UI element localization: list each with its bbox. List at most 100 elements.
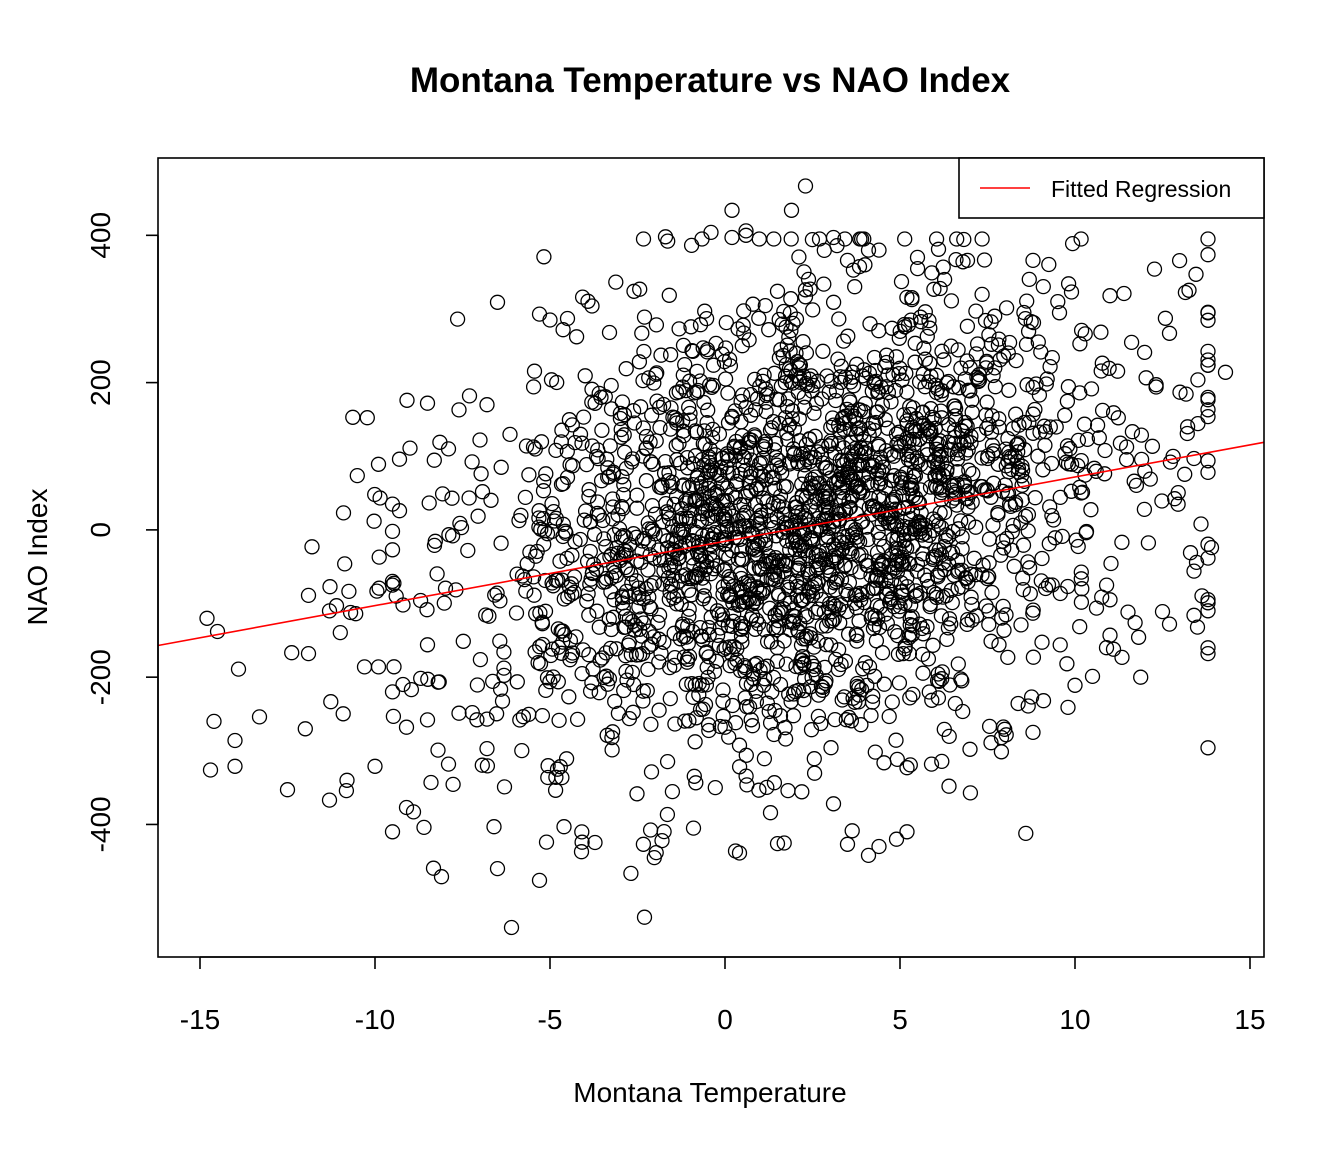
data-point	[876, 676, 892, 692]
data-point	[1023, 689, 1040, 705]
data-point	[337, 556, 353, 572]
data-point	[606, 592, 622, 608]
data-point	[1118, 451, 1135, 468]
data-point	[668, 438, 684, 454]
data-point	[749, 580, 765, 596]
data-point	[853, 440, 870, 457]
data-point	[494, 693, 511, 709]
data-point	[951, 380, 967, 396]
data-point	[616, 427, 632, 443]
data-point	[917, 351, 933, 367]
data-point	[1073, 485, 1089, 501]
data-point	[641, 589, 657, 605]
data-point	[1077, 467, 1093, 483]
data-point	[493, 535, 509, 551]
data-point	[1064, 235, 1081, 252]
data-point	[539, 670, 556, 686]
data-point	[981, 327, 997, 343]
data-point	[549, 761, 566, 777]
data-point	[916, 340, 932, 356]
data-point	[913, 517, 929, 533]
data-point	[901, 630, 917, 646]
data-point	[1200, 402, 1216, 418]
data-point	[758, 472, 774, 488]
data-point	[606, 527, 622, 543]
data-point	[835, 491, 852, 507]
data-point	[773, 378, 790, 394]
data-point	[1030, 448, 1046, 464]
data-point	[953, 360, 969, 376]
data-point	[1027, 490, 1043, 506]
data-point	[962, 785, 979, 801]
data-point	[612, 410, 629, 427]
data-point	[769, 283, 786, 299]
data-point	[905, 400, 921, 416]
data-point	[719, 513, 735, 529]
data-point	[901, 443, 917, 460]
data-point	[610, 705, 627, 722]
data-point	[671, 321, 687, 337]
data-point	[822, 470, 839, 486]
data-point	[643, 600, 659, 617]
data-point	[655, 396, 672, 413]
data-point	[568, 329, 585, 345]
data-point	[833, 656, 849, 673]
data-point	[635, 231, 652, 247]
data-point	[554, 769, 570, 786]
data-point	[964, 596, 980, 613]
data-point	[602, 640, 619, 657]
data-point	[868, 633, 885, 649]
data-point	[949, 451, 966, 467]
data-point	[279, 782, 296, 798]
data-point	[395, 676, 411, 693]
data-point	[403, 681, 420, 698]
data-point	[803, 532, 819, 548]
data-point	[584, 298, 600, 314]
data-point	[772, 488, 789, 504]
data-point	[887, 624, 903, 640]
data-point	[1044, 507, 1060, 524]
data-point	[694, 528, 711, 544]
data-point	[1083, 502, 1099, 518]
data-point	[765, 413, 782, 430]
data-point	[1188, 554, 1205, 571]
data-point	[709, 627, 726, 644]
data-point	[968, 346, 984, 362]
data-point	[806, 751, 822, 767]
data-point	[545, 669, 561, 685]
y-axis-label: NAO Index	[22, 489, 53, 626]
data-point	[1203, 539, 1220, 556]
data-point	[1105, 405, 1122, 421]
data-point	[335, 505, 352, 521]
data-point	[849, 457, 865, 473]
data-point	[661, 591, 677, 608]
data-point	[781, 361, 798, 377]
data-point	[649, 365, 665, 381]
data-point	[575, 642, 591, 658]
data-point	[674, 619, 690, 635]
data-point	[823, 373, 839, 389]
data-point	[1025, 252, 1041, 269]
data-point	[884, 694, 900, 710]
data-point	[640, 515, 656, 531]
data-point	[825, 294, 842, 310]
data-point	[576, 512, 592, 528]
data-point	[978, 598, 994, 614]
data-point	[940, 528, 957, 545]
data-point	[580, 586, 596, 602]
data-point	[842, 421, 858, 437]
data-point	[629, 487, 645, 503]
data-point	[1172, 384, 1188, 400]
data-point	[766, 442, 783, 458]
data-point	[721, 729, 737, 745]
data-point	[925, 584, 942, 601]
data-point	[552, 553, 568, 569]
data-point	[751, 310, 767, 326]
data-point	[813, 715, 829, 732]
data-point	[802, 281, 818, 297]
data-point	[770, 568, 786, 585]
data-point	[684, 343, 700, 359]
data-point	[624, 664, 641, 681]
data-point	[645, 456, 661, 472]
data-point	[634, 325, 650, 341]
